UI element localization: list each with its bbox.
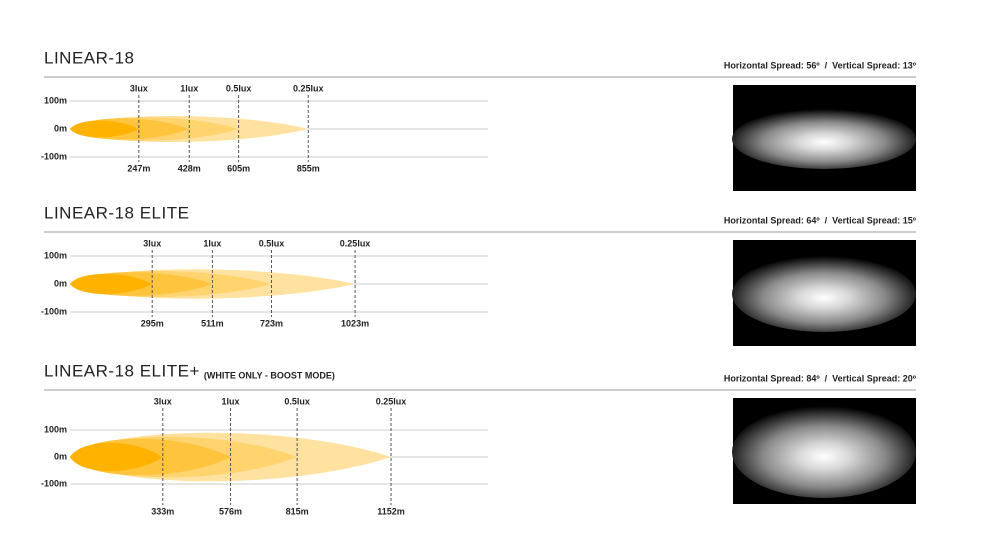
- y-tick-label: -100m: [41, 306, 67, 316]
- distance-label: 855m: [297, 163, 320, 173]
- y-tick-label: -100m: [41, 478, 67, 488]
- spread-annotation: Horizontal Spread: 56º / Vertical Spread…: [724, 60, 917, 70]
- y-tick-label: 0m: [54, 278, 67, 288]
- spread-annotation: Horizontal Spread: 84º / Vertical Spread…: [724, 373, 917, 383]
- y-tick-label: -100m: [41, 151, 67, 161]
- distance-label: 247m: [127, 163, 150, 173]
- lux-label: 0.5lux: [226, 83, 252, 93]
- section-title: LINEAR-18 ELITE: [44, 203, 189, 222]
- distance-label: 576m: [219, 506, 242, 516]
- distance-label: 1023m: [341, 318, 369, 328]
- y-tick-label: 0m: [54, 451, 67, 461]
- lux-label: 1lux: [222, 396, 240, 406]
- beam-contour: [70, 273, 153, 295]
- spread-annotation: Horizontal Spread: 64º / Vertical Spread…: [724, 215, 917, 225]
- lux-label: 0.25lux: [293, 83, 324, 93]
- lux-label: 0.25lux: [340, 238, 371, 248]
- lux-label: 3lux: [130, 83, 148, 93]
- beam-photo-glow: [732, 109, 916, 169]
- y-tick-label: 100m: [44, 95, 67, 105]
- section-title: LINEAR-18 ELITE+: [44, 361, 200, 380]
- y-tick-label: 100m: [44, 424, 67, 434]
- distance-label: 333m: [151, 506, 174, 516]
- beam-contour: [70, 442, 163, 472]
- distance-label: 723m: [260, 318, 283, 328]
- lux-label: 0.5lux: [259, 238, 285, 248]
- beam-photo-glow: [732, 406, 916, 498]
- distance-label: 605m: [227, 163, 250, 173]
- section-subtitle: (WHITE ONLY - BOOST MODE): [204, 370, 335, 380]
- distance-label: 815m: [286, 506, 309, 516]
- lux-label: 3lux: [154, 396, 172, 406]
- beam-contour: [70, 120, 139, 138]
- distance-label: 428m: [178, 163, 201, 173]
- distance-label: 511m: [201, 318, 224, 328]
- distance-label: 1152m: [377, 506, 405, 516]
- y-tick-label: 0m: [54, 123, 67, 133]
- lux-label: 0.25lux: [376, 396, 407, 406]
- section-title: LINEAR-18: [44, 48, 134, 67]
- lux-label: 1lux: [203, 238, 221, 248]
- distance-label: 295m: [141, 318, 164, 328]
- lux-label: 1lux: [180, 83, 198, 93]
- lux-label: 0.5lux: [284, 396, 310, 406]
- lux-label: 3lux: [143, 238, 161, 248]
- beam-photo-glow: [732, 256, 916, 332]
- y-tick-label: 100m: [44, 250, 67, 260]
